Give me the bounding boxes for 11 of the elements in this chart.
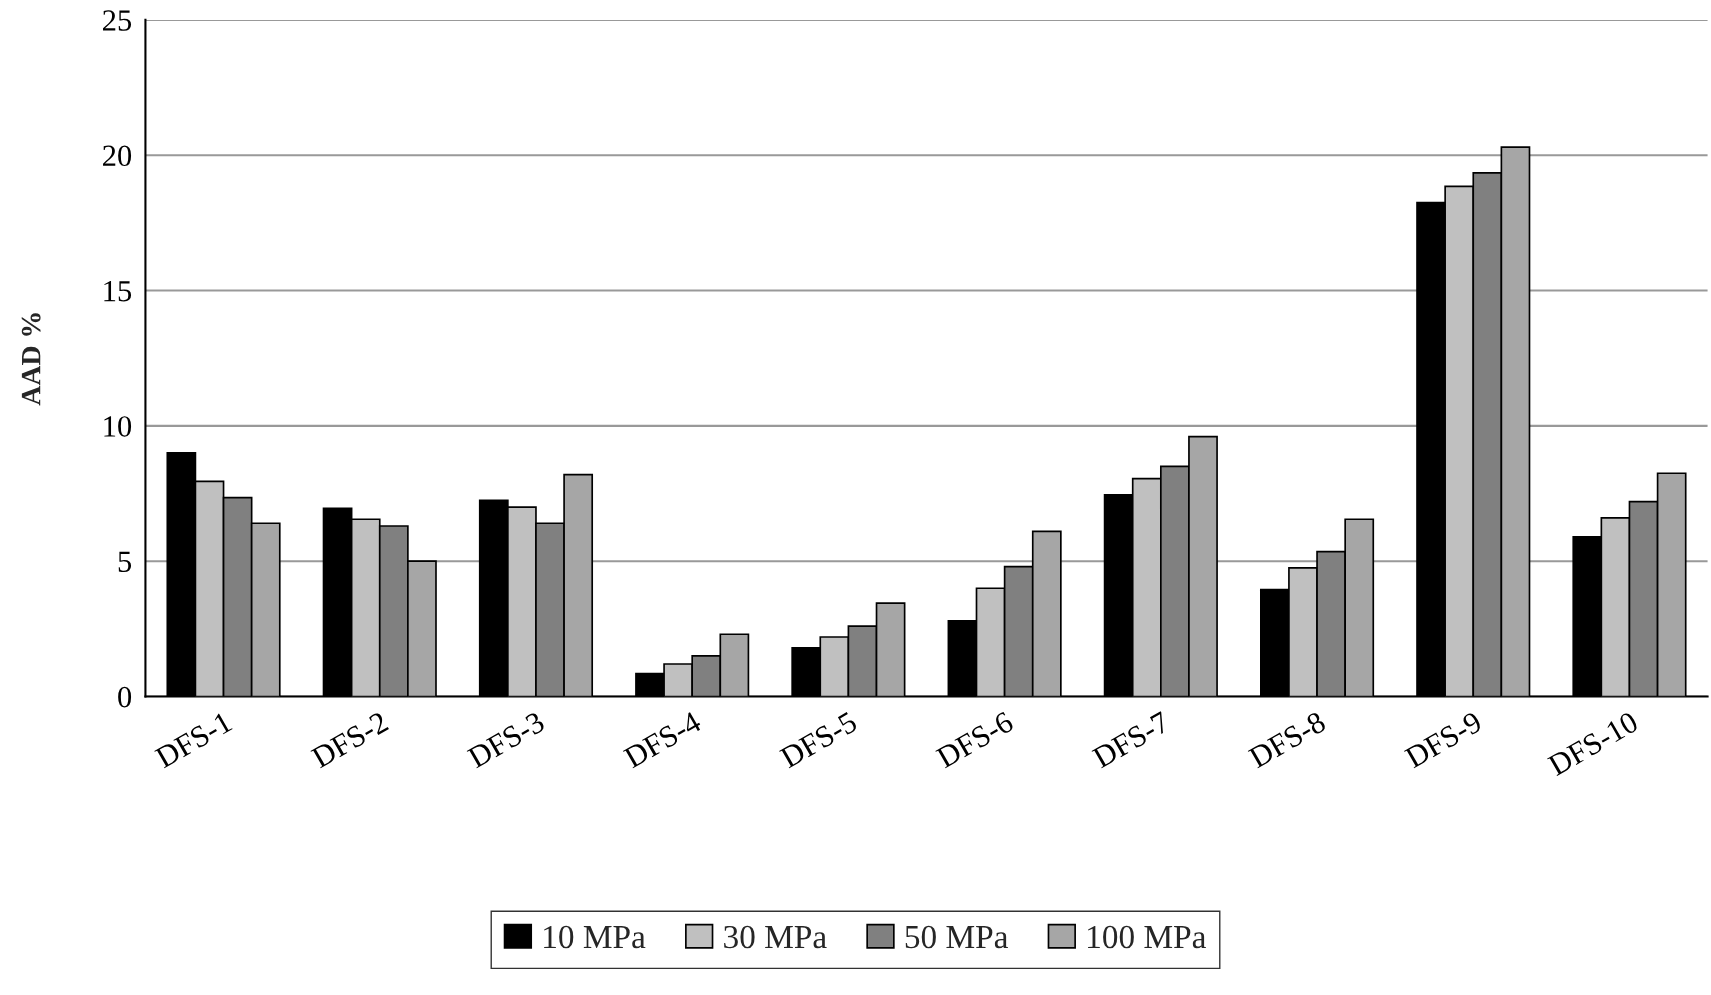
y-tick-label: 5 — [118, 551, 132, 573]
legend-label: 100 MPa — [1088, 925, 1206, 949]
legend-label: 50 MPa — [905, 925, 1009, 949]
legend-label: 30 MPa — [724, 925, 827, 949]
y-tick-label: 0 — [118, 686, 132, 708]
y-tick-label: 20 — [103, 145, 132, 167]
y-tick-label: 15 — [104, 280, 132, 302]
y-tick-label: 25 — [103, 10, 132, 31]
y-axis-title: AAD % — [21, 313, 41, 406]
y-tick-label: 10 — [104, 416, 132, 437]
legend-label: 10 MPa — [544, 925, 646, 949]
